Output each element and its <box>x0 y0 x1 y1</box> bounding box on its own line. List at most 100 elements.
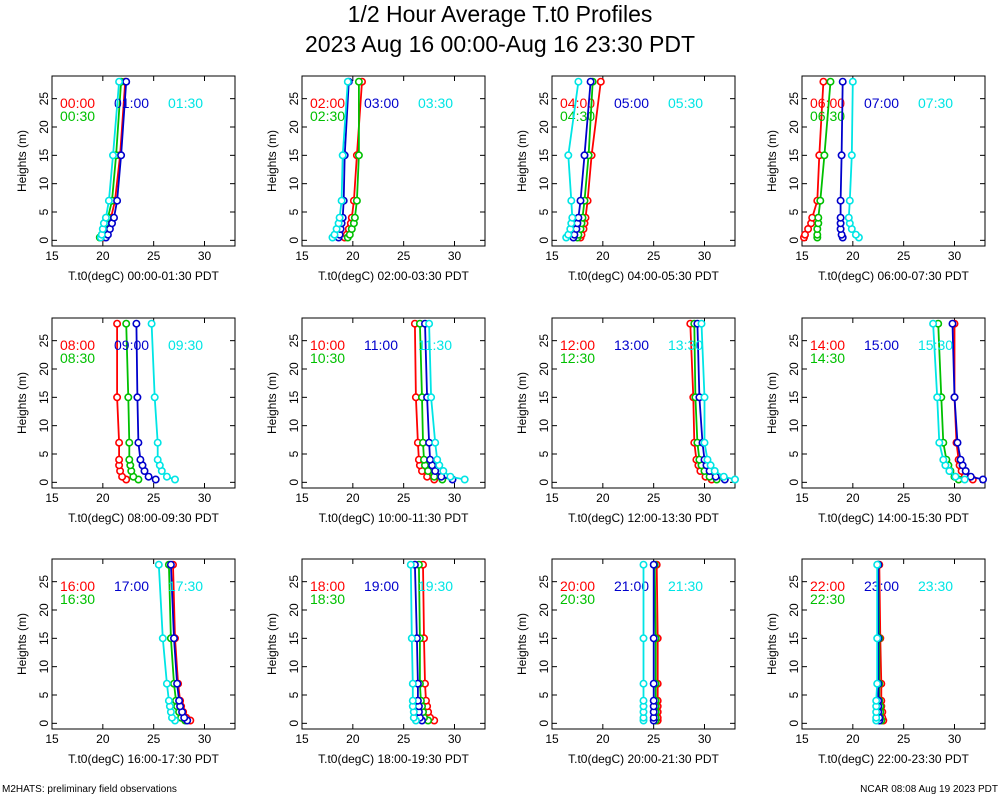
legend-time-label: 01:30 <box>168 95 203 111</box>
legend-time-label: 10:30 <box>310 350 345 366</box>
x-tick-label: 30 <box>198 249 212 263</box>
y-tick-label: 10 <box>37 177 51 191</box>
x-tick-label: 30 <box>448 491 462 505</box>
plot-frame <box>301 317 486 489</box>
y-tick-label: 15 <box>287 631 301 645</box>
x-axis-label: T.t0(degC) 14:00-15:30 PDT <box>818 511 969 525</box>
y-tick-label: 0 <box>37 237 51 244</box>
y-tick-label: 10 <box>787 419 801 433</box>
data-point <box>939 455 948 464</box>
legend-time-label: 20:00 <box>560 578 595 594</box>
data-point <box>115 77 124 86</box>
data-point <box>113 393 122 402</box>
series-0900: 09:00 <box>114 319 160 484</box>
x-tick-label: 20 <box>596 249 610 263</box>
x-tick-label: 20 <box>596 491 610 505</box>
x-tick-label: 15 <box>45 249 59 263</box>
data-point <box>730 475 739 484</box>
x-tick-label: 30 <box>448 732 462 746</box>
series-0730: 07:30 <box>844 77 953 242</box>
data-point <box>826 77 835 86</box>
x-tick-label: 15 <box>795 249 809 263</box>
series-2330: 23:30 <box>872 560 953 725</box>
y-tick-label: 20 <box>287 362 301 376</box>
y-tick-label: 10 <box>537 660 551 674</box>
data-point <box>851 230 860 239</box>
plot-frame <box>801 317 986 489</box>
x-tick-label: 20 <box>346 491 360 505</box>
data-point <box>576 196 585 205</box>
series-0930: 09:30 <box>147 319 203 484</box>
x-tick-label: 25 <box>897 732 911 746</box>
x-tick-label: 15 <box>545 491 559 505</box>
data-point <box>836 196 845 205</box>
data-point <box>162 472 171 481</box>
legend-time-label: 12:30 <box>560 350 595 366</box>
x-tick-label: 15 <box>45 732 59 746</box>
data-point <box>109 151 118 160</box>
y-axis-label: Heights (m) <box>515 130 529 192</box>
x-tick-label: 30 <box>198 491 212 505</box>
legend-time-label: 00:00 <box>60 95 95 111</box>
y-tick-label: 0 <box>787 479 801 486</box>
data-point <box>113 319 122 328</box>
data-point <box>700 438 709 447</box>
y-tick-label: 20 <box>287 603 301 617</box>
y-axis-label: Heights (m) <box>15 372 29 434</box>
data-point <box>568 213 577 222</box>
y-tick-label: 20 <box>37 120 51 134</box>
profile-panel-5: 15 20 25 30 0 5 10 15 20 25 T.t0(degC) 08:00-09:30… <box>15 317 236 525</box>
y-tick-label: 0 <box>537 237 551 244</box>
y-tick-label: 20 <box>287 120 301 134</box>
y-tick-label: 0 <box>37 720 51 727</box>
legend-time-label: 13:30 <box>668 337 703 353</box>
legend-time-label: 03:00 <box>364 95 399 111</box>
y-tick-label: 25 <box>37 334 51 348</box>
plot-frame <box>551 558 736 730</box>
x-tick-label: 20 <box>846 491 860 505</box>
y-tick-label: 25 <box>537 92 551 106</box>
data-point <box>950 393 959 402</box>
data-point <box>122 77 131 86</box>
y-tick-label: 20 <box>787 120 801 134</box>
data-point <box>151 475 160 484</box>
data-point <box>960 475 969 484</box>
data-point <box>133 393 142 402</box>
y-tick-label: 15 <box>287 390 301 404</box>
legend-time-label: 07:00 <box>864 95 899 111</box>
data-point <box>115 455 124 464</box>
profile-panel-9: 15 20 25 30 0 5 10 15 20 25 T.t0(degC) 16:00-17:30… <box>15 558 236 766</box>
data-point <box>564 151 573 160</box>
data-point <box>162 679 171 688</box>
profile-panel-12: 15 20 25 30 0 5 10 15 20 25 T.t0(degC) 22:00-23:30… <box>765 558 986 766</box>
data-point <box>352 196 361 205</box>
plot-frame <box>51 75 236 247</box>
data-point <box>703 455 712 464</box>
series-0530: 05:30 <box>562 77 703 242</box>
data-point <box>649 696 658 705</box>
legend-time-label: 17:00 <box>114 578 149 594</box>
legend-time-label: 18:30 <box>310 591 345 607</box>
x-tick-label: 30 <box>198 732 212 746</box>
legend-time-label: 02:00 <box>310 95 345 111</box>
y-tick-label: 25 <box>787 334 801 348</box>
y-axis-label: Heights (m) <box>265 372 279 434</box>
data-point <box>596 77 605 86</box>
data-point <box>700 393 709 402</box>
x-axis-label: T.t0(degC) 18:00-19:30 PDT <box>318 752 469 766</box>
data-point <box>125 455 134 464</box>
series-2300: 23:00 <box>864 560 899 725</box>
x-axis-label: T.t0(degC) 10:00-11:30 PDT <box>319 511 470 525</box>
legend-time-label: 21:00 <box>614 578 649 594</box>
legend-time-label: 17:30 <box>168 578 203 594</box>
x-axis-label: T.t0(degC) 08:00-09:30 PDT <box>68 511 219 525</box>
data-point <box>873 560 882 569</box>
legend-time-label: 23:00 <box>864 578 899 594</box>
legend-time-label: 21:30 <box>668 578 703 594</box>
y-tick-label: 25 <box>287 92 301 106</box>
data-point <box>439 466 448 475</box>
x-tick-label: 30 <box>448 249 462 263</box>
y-axis-label: Heights (m) <box>765 130 779 192</box>
legend-time-label: 09:30 <box>168 337 203 353</box>
profile-panel-4: 15 20 25 30 0 5 10 15 20 25 T.t0(degC) 06:00-07:30… <box>765 75 986 283</box>
